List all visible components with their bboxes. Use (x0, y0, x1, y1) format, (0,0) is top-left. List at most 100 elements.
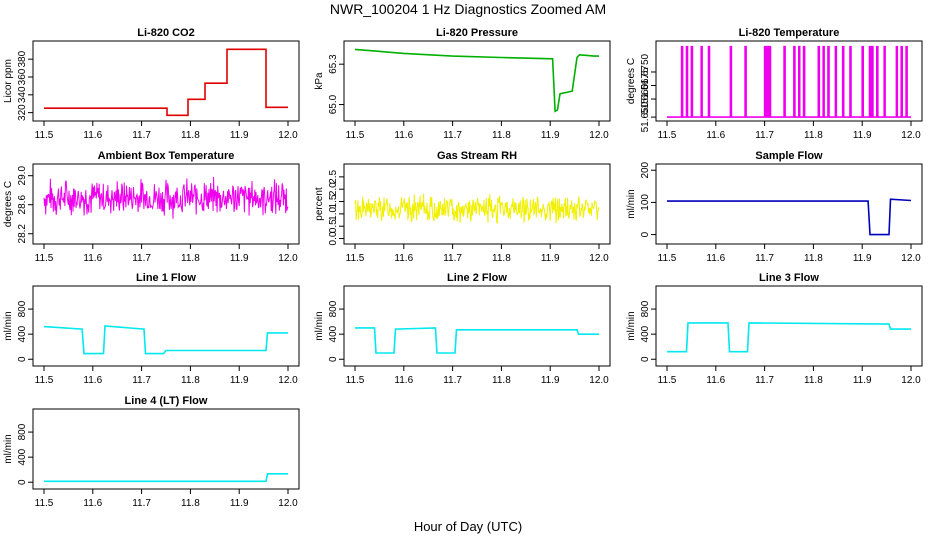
y-tick-label: 800 (17, 423, 28, 440)
y-tick-label: 400 (17, 325, 28, 342)
y-tick-label: 51.650 (640, 101, 651, 132)
panel-title: Gas Stream RH (437, 150, 517, 162)
series-line (667, 45, 911, 118)
x-tick-label: 11.8 (181, 375, 200, 386)
panel-title: Li-820 CO2 (137, 27, 194, 39)
panel-4: Ambient Box Temperature 11.5 11.6 11.7 11.8 1… (3, 150, 300, 264)
plot-frame (32, 408, 300, 490)
y-axis-label: kPa (314, 72, 325, 90)
y-axis-label: Licor ppm (3, 59, 14, 103)
x-tick-label: 12.0 (278, 375, 298, 386)
series-line (44, 48, 288, 117)
y-tick-label: 28.6 (17, 195, 28, 215)
x-tick-label: 11.9 (230, 498, 249, 509)
panel-9: Line 3 Flow 11.5 11.6 11.7 11.8 11.9 12.0 0 400 8… (626, 272, 923, 386)
x-tick-label: 12.0 (278, 130, 298, 141)
x-tick-label: 11.5 (658, 375, 677, 386)
x-tick-label: 11.7 (132, 498, 151, 509)
y-tick-label: 28.2 (17, 224, 28, 244)
x-tick-label: 11.8 (492, 130, 511, 141)
x-tick-label: 11.6 (83, 253, 102, 264)
plot-frame (32, 40, 300, 122)
y-axis-label: ml/min (626, 311, 637, 340)
x-tick-label: 11.7 (443, 253, 462, 264)
x-tick-label: 11.7 (755, 375, 774, 386)
x-tick-label: 12.0 (901, 375, 921, 386)
x-tick-label: 12.0 (901, 130, 921, 141)
y-tick-label: 0.5 (328, 219, 339, 233)
x-tick-label: 11.8 (181, 498, 200, 509)
x-tick-label: 11.5 (658, 253, 677, 264)
series-line (667, 322, 911, 353)
x-tick-label: 11.5 (658, 130, 677, 141)
plot-frame (32, 285, 300, 367)
x-tick-label: 11.5 (35, 130, 54, 141)
x-tick-label: 11.5 (346, 375, 365, 386)
x-tick-label: 11.7 (132, 253, 151, 264)
y-axis-label: ml/min (626, 189, 637, 218)
y-tick-label: 2.5 (328, 169, 339, 183)
x-axis-label: Hour of Day (UTC) (414, 519, 522, 534)
y-tick-label: 100 (640, 194, 651, 211)
x-tick-label: 11.5 (35, 498, 54, 509)
panel-grid: Li-820 CO2 11.5 11.6 11.7 11.8 11.9 12.0 320340… (3, 27, 923, 509)
x-tick-label: 12.0 (901, 253, 921, 264)
x-tick-label: 11.5 (346, 130, 365, 141)
y-tick-label: 400 (17, 448, 28, 465)
y-tick-label: 0 (17, 356, 28, 362)
plot-frame (655, 40, 923, 122)
series-line (44, 473, 288, 483)
series-line (43, 325, 288, 355)
x-tick-label: 11.9 (230, 130, 249, 141)
x-tick-label: 11.7 (132, 130, 151, 141)
plot-frame (32, 163, 300, 245)
y-tick-label: 800 (640, 300, 651, 317)
x-tick-label: 11.6 (706, 130, 725, 141)
plot-frame (343, 163, 611, 245)
x-tick-label: 11.9 (853, 253, 872, 264)
x-tick-label: 11.7 (132, 375, 151, 386)
x-tick-label: 11.8 (181, 253, 200, 264)
y-tick-label: 320 (17, 104, 28, 121)
x-tick-label: 11.6 (83, 375, 102, 386)
y-tick-label: 200 (640, 161, 651, 178)
x-tick-label: 11.8 (181, 130, 200, 141)
x-tick-label: 11.5 (346, 253, 365, 264)
figure-title: NWR_100204 1 Hz Diagnostics Zoomed AM (330, 1, 606, 17)
y-tick-label: 380 (17, 50, 28, 67)
y-axis-label: ml/min (3, 311, 14, 340)
y-axis-label: ml/min (314, 311, 325, 340)
x-tick-label: 11.9 (230, 375, 249, 386)
y-tick-label: 0 (640, 356, 651, 362)
series-line (354, 48, 599, 113)
y-tick-label: 800 (17, 300, 28, 317)
x-tick-label: 11.6 (83, 498, 102, 509)
y-tick-label: 65.3 (328, 54, 339, 74)
x-tick-label: 11.7 (443, 130, 462, 141)
panel-title: Line 4 (LT) Flow (125, 395, 208, 407)
y-tick-label: 29.0 (17, 166, 28, 186)
series-line (354, 193, 600, 224)
x-tick-label: 11.7 (755, 130, 774, 141)
y-axis-label: degrees C (3, 181, 14, 227)
x-tick-label: 12.0 (589, 375, 609, 386)
x-tick-label: 11.8 (804, 130, 823, 141)
y-tick-label: 1.5 (328, 194, 339, 208)
y-tick-label: 340 (17, 86, 28, 103)
y-axis-label: ml/min (3, 434, 14, 463)
x-tick-label: 12.0 (589, 253, 609, 264)
x-tick-label: 11.8 (804, 375, 823, 386)
x-tick-label: 11.9 (541, 253, 560, 264)
x-tick-label: 11.6 (83, 130, 102, 141)
plot-frame (655, 163, 923, 245)
x-tick-label: 12.0 (278, 498, 298, 509)
x-tick-label: 11.8 (492, 253, 511, 264)
x-tick-label: 11.6 (706, 253, 725, 264)
y-tick-label: 65.0 (328, 94, 339, 114)
plot-frame (343, 40, 611, 122)
panel-title: Li-820 Temperature (739, 27, 840, 39)
y-tick-label: 400 (328, 325, 339, 342)
x-tick-label: 11.6 (394, 375, 413, 386)
x-tick-label: 11.9 (541, 130, 560, 141)
panel-10: Line 4 (LT) Flow 11.5 11.6 11.7 11.8 11.9 12.0… (3, 395, 300, 509)
